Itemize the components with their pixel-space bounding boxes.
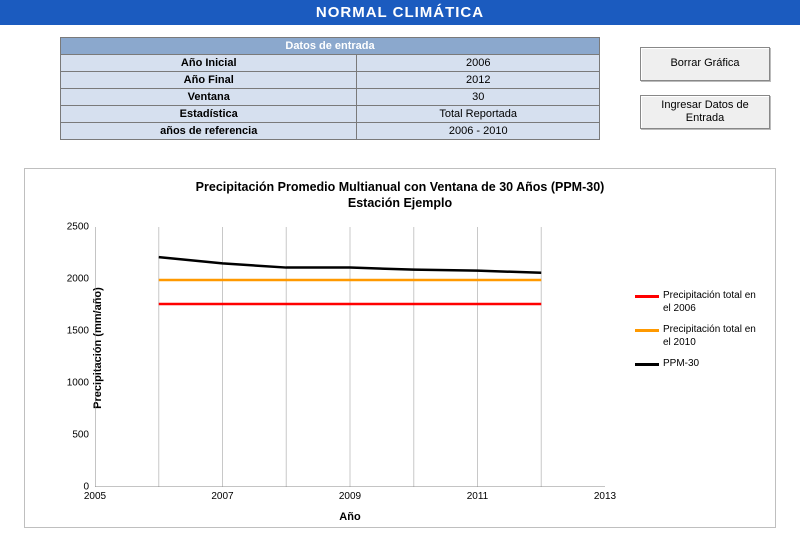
table-row: EstadísticaTotal Reportada — [61, 106, 600, 123]
chart-title-line2: Estación Ejemplo — [348, 196, 452, 210]
table-row: Ventana30 — [61, 89, 600, 106]
x-tick: 2013 — [594, 487, 616, 502]
legend-label: Precipitación total en el 2010 — [663, 323, 765, 349]
page-title: NORMAL CLIMÁTICA — [316, 4, 484, 21]
y-tick: 500 — [55, 430, 95, 441]
legend-swatch — [635, 295, 659, 298]
input-value: 30 — [357, 89, 600, 106]
input-label: Estadística — [61, 106, 357, 123]
input-label: años de referencia — [61, 123, 357, 140]
input-label: Año Final — [61, 72, 357, 89]
legend-label: Precipitación total en el 2006 — [663, 289, 765, 315]
plot-area: 0500100015002000250020052007200920112013 — [95, 227, 605, 487]
top-area: Datos de entrada Año Inicial2006Año Fina… — [0, 37, 800, 140]
enter-data-button[interactable]: Ingresar Datos de Entrada — [640, 95, 770, 129]
legend-label: PPM-30 — [663, 357, 699, 370]
input-value: 2006 - 2010 — [357, 123, 600, 140]
input-table: Datos de entrada Año Inicial2006Año Fina… — [60, 37, 600, 140]
legend-item: PPM-30 — [635, 357, 765, 370]
clear-chart-button[interactable]: Borrar Gráfica — [640, 47, 770, 81]
legend-swatch — [635, 363, 659, 366]
input-value: Total Reportada — [357, 106, 600, 123]
table-row: años de referencia2006 - 2010 — [61, 123, 600, 140]
x-tick: 2009 — [339, 487, 361, 502]
page-title-bar: NORMAL CLIMÁTICA — [0, 0, 800, 25]
y-tick: 1500 — [55, 326, 95, 337]
table-row: Año Final2012 — [61, 72, 600, 89]
x-tick: 2011 — [467, 487, 489, 502]
legend: Precipitación total en el 2006 Precipitac… — [635, 289, 765, 378]
legend-item: Precipitación total en el 2006 — [635, 289, 765, 315]
input-value: 2012 — [357, 72, 600, 89]
chart-title: Precipitación Promedio Multianual con Ve… — [31, 179, 769, 212]
input-label: Ventana — [61, 89, 357, 106]
y-tick: 1000 — [55, 378, 95, 389]
x-tick: 2007 — [211, 487, 233, 502]
legend-swatch — [635, 329, 659, 332]
button-column: Borrar Gráfica Ingresar Datos de Entrada — [640, 47, 770, 129]
plot-svg — [95, 227, 605, 487]
chart-title-line1: Precipitación Promedio Multianual con Ve… — [196, 180, 605, 194]
legend-item: Precipitación total en el 2010 — [635, 323, 765, 349]
y-tick: 2000 — [55, 274, 95, 285]
chart-card: Precipitación Promedio Multianual con Ve… — [24, 168, 776, 528]
input-table-wrap: Datos de entrada Año Inicial2006Año Fina… — [60, 37, 600, 140]
y-tick: 2500 — [55, 222, 95, 233]
input-label: Año Inicial — [61, 55, 357, 72]
table-row: Año Inicial2006 — [61, 55, 600, 72]
x-axis-label: Año — [95, 511, 605, 523]
x-tick: 2005 — [84, 487, 106, 502]
input-table-title: Datos de entrada — [61, 38, 600, 55]
input-value: 2006 — [357, 55, 600, 72]
